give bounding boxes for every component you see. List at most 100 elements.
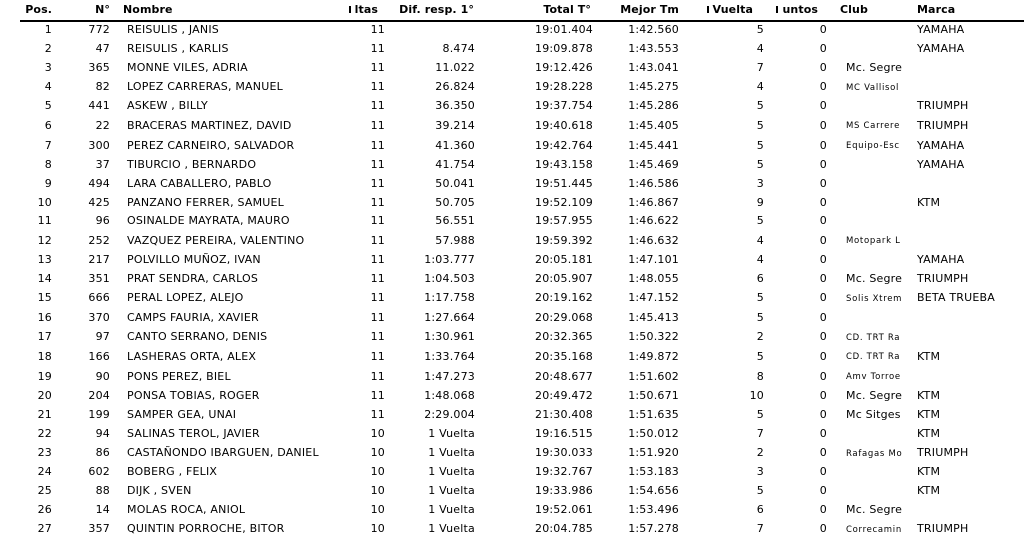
rider-number: 365 (88, 60, 110, 74)
total-time: 20:05.181 (535, 253, 593, 267)
cell-mejor: 1:51.635 (595, 406, 681, 425)
rider-number: 300 (88, 138, 110, 152)
cell-dif: 1 Vuelta (388, 444, 477, 464)
cell-total: 19:16.515 (477, 425, 595, 444)
cell-num: 97 (57, 328, 112, 348)
pos-value: 6 (44, 118, 52, 132)
pos-value: 12 (37, 233, 52, 247)
total-time: 19:52.109 (535, 195, 593, 209)
pos-value: 16 (37, 310, 52, 324)
laps-value: 11 (370, 195, 385, 209)
rider-name: REISULIS , KARLIS (127, 41, 229, 55)
cell-total: 19:40.618 (477, 116, 595, 136)
table-row: 20 204 PONSA TOBIAS, ROGER 11 1:48.068 2… (0, 387, 1024, 406)
cell-vuelta: 7 (681, 59, 766, 78)
cell-club (829, 212, 912, 231)
rider-number: 86 (95, 446, 110, 460)
cell-total: 19:51.445 (477, 175, 595, 194)
rider-number: 88 (95, 484, 110, 498)
cell-mejor: 1:42.560 (595, 21, 681, 40)
cell-puntos: 0 (766, 97, 829, 116)
laps-value: 11 (370, 271, 385, 285)
brand-name: TRIUMPH (917, 271, 969, 285)
cell-pos: 21 (0, 406, 57, 425)
cell-vuelta: 9 (681, 194, 766, 213)
best-lap: 6 (756, 271, 764, 285)
cell-nombre: REISULIS , KARLIS (112, 40, 345, 59)
table-row: 19 90 PONS PEREZ, BIEL 11 1:47.273 20:48… (0, 367, 1024, 387)
total-time: 19:12.426 (535, 60, 593, 74)
cell-vueltas: 11 (345, 251, 388, 270)
best-lap: 3 (756, 465, 764, 479)
rider-number: 441 (88, 99, 110, 113)
points-value: 0 (819, 407, 827, 421)
cell-nombre: PANZANO FERRER, SAMUEL (112, 194, 345, 213)
points-value: 0 (819, 484, 827, 498)
table-row: 14 351 PRAT SENDRA, CARLOS 11 1:04.503 2… (0, 270, 1024, 289)
col-header-vuelta: Vuelta (681, 0, 766, 21)
rider-number: 166 (88, 349, 110, 363)
table-row: 17 97 CANTO SERRANO, DENIS 11 1:30.961 2… (0, 328, 1024, 348)
rider-name: PERAL LOPEZ, ALEJO (127, 291, 244, 305)
cell-vuelta: 5 (681, 309, 766, 328)
cell-dif: 1:27.664 (388, 309, 477, 328)
cell-nombre: TIBURCIO , BERNARDO (112, 156, 345, 175)
cell-total: 20:29.068 (477, 309, 595, 328)
table-row: 18 166 LASHERAS ORTA, ALEX 11 1:33.764 2… (0, 347, 1024, 367)
cell-puntos: 0 (766, 425, 829, 444)
cell-total: 20:35.168 (477, 347, 595, 367)
cell-total: 19:09.878 (477, 40, 595, 59)
laps-value: 11 (370, 138, 385, 152)
gap-value: 1 Vuelta (428, 446, 475, 460)
rider-name: OSINALDE MAYRATA, MAURO (127, 214, 290, 228)
cell-puntos: 0 (766, 212, 829, 231)
cell-pos: 5 (0, 97, 57, 116)
cell-num: 441 (57, 97, 112, 116)
best-lap: 2 (756, 446, 764, 460)
cell-puntos: 0 (766, 21, 829, 40)
best-time: 1:46.632 (628, 233, 679, 247)
brand-name: TRIUMPH (917, 99, 969, 113)
club-name: Mc. Segre (846, 503, 903, 517)
cell-dif: 2:29.004 (388, 406, 477, 425)
cell-vuelta: 4 (681, 231, 766, 251)
cell-vuelta: 3 (681, 463, 766, 482)
cell-vuelta: 5 (681, 97, 766, 116)
cell-marca: YAMAHA (912, 40, 1024, 59)
cell-nombre: MOLAS ROCA, ANIOL (112, 501, 345, 520)
brand-name: KTM (917, 484, 941, 498)
table-row: 27 357 QUINTIN PORROCHE, BITOR 10 1 Vuel… (0, 520, 1024, 538)
cell-num: 96 (57, 212, 112, 231)
cell-nombre: MONNE VILES, ADRIA (112, 59, 345, 78)
cell-club: Mc. Segre (829, 59, 912, 78)
cell-nombre: PONS PEREZ, BIEL (112, 367, 345, 387)
gap-value: 1 Vuelta (428, 503, 475, 517)
cell-club (829, 194, 912, 213)
cell-total: 19:32.767 (477, 463, 595, 482)
cell-pos: 18 (0, 347, 57, 367)
gap-value: 41.754 (435, 157, 475, 171)
cell-dif: 26.824 (388, 78, 477, 98)
gap-value: 1 Vuelta (428, 426, 475, 440)
rider-name: CANTO SERRANO, DENIS (127, 330, 268, 343)
cell-pos: 12 (0, 231, 57, 251)
cell-pos: 3 (0, 59, 57, 78)
col-header-marca-label: Marca (917, 3, 956, 16)
laps-value: 11 (370, 214, 385, 228)
best-time: 1:45.286 (628, 99, 679, 113)
pos-value: 8 (44, 157, 52, 171)
cell-nombre: PONSA TOBIAS, ROGER (112, 387, 345, 406)
cell-dif: 1 Vuelta (388, 463, 477, 482)
cell-dif: 1:47.273 (388, 367, 477, 387)
points-value: 0 (819, 23, 827, 36)
cell-marca: KTM (912, 194, 1024, 213)
cell-vueltas: 11 (345, 175, 388, 194)
cell-vuelta: 5 (681, 347, 766, 367)
cell-club (829, 175, 912, 194)
points-value: 0 (819, 253, 827, 267)
cell-pos: 20 (0, 387, 57, 406)
rider-number: 602 (88, 465, 110, 479)
cell-club: Equipo-Esc (829, 136, 912, 156)
cell-club: Correcamin (829, 520, 912, 538)
points-value: 0 (819, 157, 827, 171)
